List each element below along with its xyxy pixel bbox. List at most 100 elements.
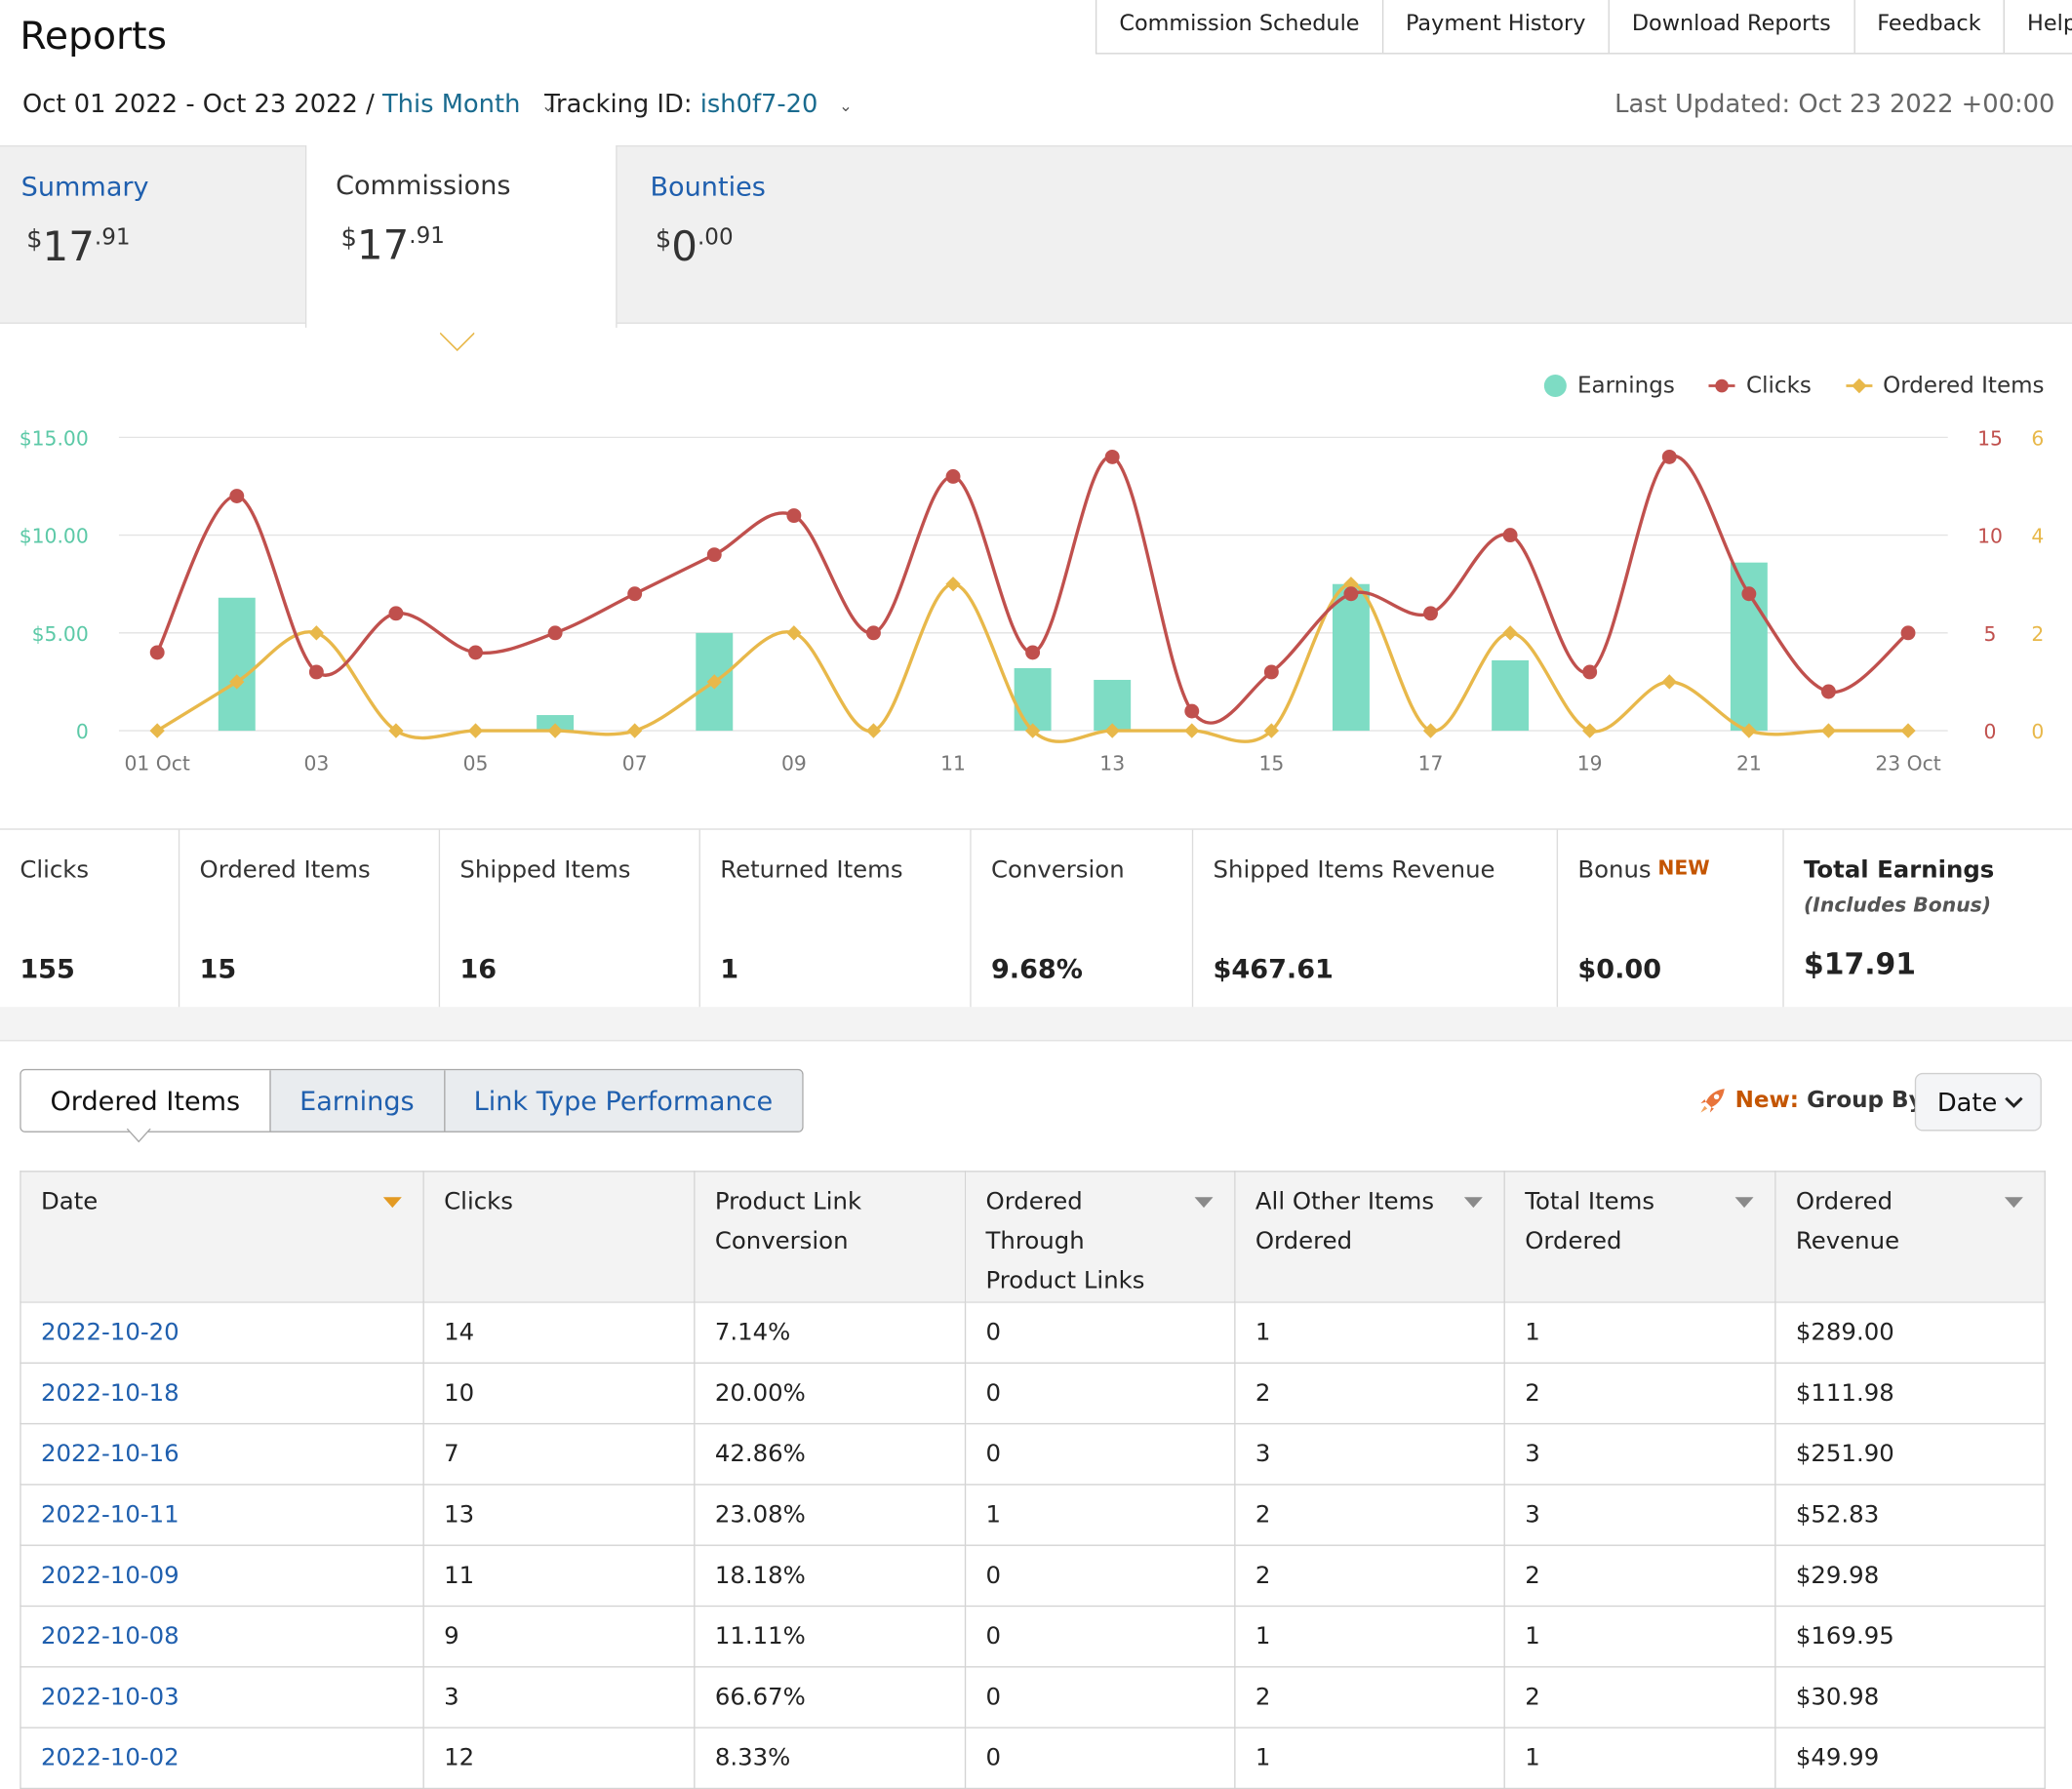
currency-symbol: $ — [340, 222, 357, 253]
chart-legend: Earnings Clicks Ordered Items — [1543, 373, 2045, 399]
ordered-items-table: Date Clicks Product Link Conversion Orde… — [20, 1171, 2046, 1789]
x-tick-label: 05 — [463, 752, 489, 775]
date-range-text: Oct 01 2022 - Oct 23 2022 / — [22, 90, 375, 119]
tab-commissions[interactable]: Commissions $17.91 — [304, 145, 618, 328]
sort-icon[interactable] — [1734, 1197, 1754, 1209]
earnings-bar — [537, 715, 575, 732]
tab-bounties[interactable]: Bounties $0.00 — [629, 146, 934, 322]
clicks-point — [627, 586, 643, 602]
ordered-items-point — [627, 723, 643, 738]
tracking-id-value[interactable]: ish0f7-20 — [699, 90, 818, 119]
table-header-row: Date Clicks Product Link Conversion Orde… — [20, 1171, 2046, 1303]
clicks-point — [1582, 664, 1598, 680]
currency-symbol: $ — [26, 224, 43, 255]
ordered-through-cell: 0 — [964, 1727, 1236, 1789]
chevron-down-icon[interactable]: ⌄ — [839, 96, 853, 115]
y-right-clicks-tick-label: 15 — [1977, 426, 2003, 450]
ordered-items-point — [308, 625, 325, 641]
stat-label: Shipped Items Revenue — [1213, 855, 1495, 885]
payment-history-link[interactable]: Payment History — [1383, 0, 1610, 54]
col-ordered-through-product-links[interactable]: Ordered Through Product Links — [964, 1171, 1236, 1303]
legend-clicks[interactable]: Clicks — [1709, 373, 1812, 399]
legend-ordered-items[interactable]: Ordered Items — [1846, 373, 2045, 399]
col-product-link-conversion[interactable]: Product Link Conversion — [694, 1171, 967, 1303]
tab-ordered-items[interactable]: Ordered Items — [20, 1070, 269, 1132]
earnings-bar — [1094, 679, 1132, 732]
sort-icon[interactable] — [1463, 1197, 1483, 1209]
earnings-bar — [218, 597, 256, 732]
col-all-other-items[interactable]: All Other Items Ordered — [1234, 1171, 1505, 1303]
stat-total-earnings: Total Earnings (Includes Bonus) $17.91 — [1784, 830, 2072, 1009]
col-ordered-revenue[interactable]: Ordered Revenue — [1774, 1171, 2046, 1303]
col-all-other-items-label: All Other Items Ordered — [1255, 1187, 1435, 1255]
ordered-items-point — [706, 674, 722, 690]
clicks-point — [1502, 528, 1518, 543]
ordered-items-point — [1024, 723, 1041, 738]
last-updated: Last Updated: Oct 23 2022 +00:00 — [1614, 90, 2055, 119]
tab-summary-label[interactable]: Summary — [20, 170, 149, 203]
date-preset[interactable]: This Month — [381, 90, 521, 119]
sort-icon[interactable] — [2004, 1197, 2023, 1209]
col-clicks-label: Clicks — [444, 1187, 513, 1216]
clicks-cell: 13 — [422, 1484, 696, 1546]
other-items-cell: 1 — [1234, 1301, 1505, 1364]
col-clicks[interactable]: Clicks — [422, 1171, 696, 1303]
chevron-down-icon[interactable]: ⌄ — [541, 96, 555, 115]
clicks-point — [1025, 645, 1041, 660]
new-label: New: — [1734, 1087, 1799, 1114]
legend-earnings[interactable]: Earnings — [1543, 373, 1675, 399]
stat-bonus: Bonus NEW $0.00 — [1558, 829, 1784, 1009]
date-cell[interactable]: 2022-10-11 — [20, 1484, 424, 1546]
ordered-through-cell: 0 — [964, 1544, 1236, 1608]
tab-earnings[interactable]: Earnings — [268, 1070, 444, 1132]
date-cell[interactable]: 2022-10-08 — [20, 1605, 424, 1668]
y-left-tick-label: $5.00 — [32, 622, 89, 646]
date-cell[interactable]: 2022-10-03 — [20, 1666, 424, 1729]
group-by-select[interactable]: Date — [1914, 1072, 2042, 1132]
download-reports-link[interactable]: Download Reports — [1610, 0, 1855, 54]
tracking-id-selector[interactable]: Tracking ID: ish0f7-20 ⌄ — [544, 90, 853, 119]
date-cell[interactable]: 2022-10-18 — [20, 1362, 424, 1425]
commission-schedule-link[interactable]: Commission Schedule — [1096, 0, 1383, 54]
x-tick-label: 19 — [1577, 752, 1603, 775]
active-tab-pointer-icon — [440, 332, 475, 352]
stat-label: Conversion — [990, 855, 1125, 885]
date-cell[interactable]: 2022-10-02 — [20, 1727, 424, 1789]
summary-tabs: Summary $17.91 Commissions $17.91 Bounti… — [0, 145, 2072, 328]
total-items-cell: 1 — [1503, 1301, 1776, 1364]
ordered-items-point — [865, 723, 882, 738]
y-right-clicks-tick-label: 5 — [1984, 622, 1997, 646]
col-ordered-through-label: Ordered Through Product Links — [985, 1187, 1145, 1295]
date-cell[interactable]: 2022-10-20 — [20, 1301, 424, 1364]
conversion-cell: 20.00% — [694, 1362, 967, 1425]
conversion-cell: 66.67% — [694, 1666, 967, 1729]
col-date[interactable]: Date — [20, 1171, 424, 1303]
y-right-ordered-tick-label: 4 — [2031, 525, 2044, 548]
help-link[interactable]: Help — [2027, 10, 2072, 36]
date-range-selector[interactable]: Oct 01 2022 - Oct 23 2022 / This Month ⌄ — [22, 90, 555, 119]
earnings-bar — [1332, 583, 1370, 732]
ordered-items-point — [1661, 674, 1677, 690]
y-left-tick-label: $15.00 — [20, 426, 89, 450]
clicks-point — [468, 645, 483, 660]
tab-link-type-performance[interactable]: Link Type Performance — [443, 1070, 803, 1132]
feedback-link[interactable]: Feedback — [1854, 0, 2006, 54]
table-row: 2022-10-16 7 42.86% 0 3 3 $251.90 — [20, 1422, 2046, 1486]
col-total-items-ordered[interactable]: Total Items Ordered — [1503, 1171, 1776, 1303]
stat-label: Bonus NEW — [1577, 856, 1709, 884]
tab-bounties-label[interactable]: Bounties — [650, 170, 766, 203]
conversion-cell: 23.08% — [694, 1484, 967, 1546]
ordered-items-line-icon — [1846, 378, 1873, 394]
other-items-cell: 2 — [1234, 1666, 1505, 1729]
table-row: 2022-10-03 3 66.67% 0 2 2 $30.98 — [20, 1666, 2046, 1729]
y-right-ordered-tick-label: 0 — [2031, 720, 2044, 743]
sort-icon[interactable] — [1194, 1197, 1214, 1209]
table-row: 2022-10-08 9 11.11% 0 1 1 $169.95 — [20, 1605, 2046, 1668]
sort-desc-icon[interactable] — [382, 1197, 402, 1209]
earnings-dot-icon — [1543, 375, 1567, 398]
date-cell[interactable]: 2022-10-16 — [20, 1422, 424, 1486]
date-cell[interactable]: 2022-10-09 — [20, 1544, 424, 1608]
tab-summary[interactable]: Summary $17.91 — [0, 146, 305, 322]
clicks-point — [706, 547, 722, 563]
